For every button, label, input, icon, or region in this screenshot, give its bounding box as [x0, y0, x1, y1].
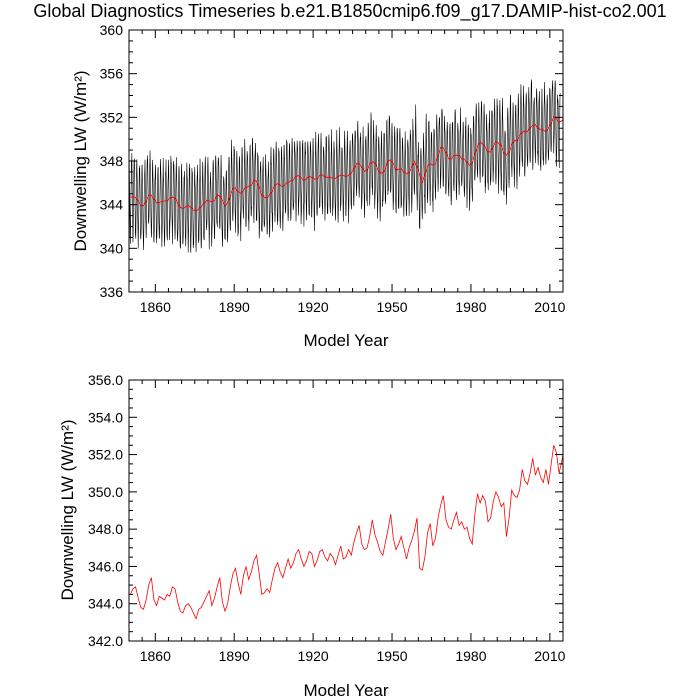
y-tick-label: 352.0 [88, 447, 123, 463]
plot-frame [128, 379, 564, 642]
monthly-series-line [129, 79, 561, 253]
y-tick-label: 352 [100, 109, 124, 125]
top-panel: 1860 1890 1920 1950 1980 2010 336 340 344 348 352 3… [71, 22, 566, 350]
y-tick-label: 344.0 [88, 596, 123, 612]
x-tick-label: 1860 [140, 299, 171, 315]
y-tick-label: 344 [100, 197, 124, 213]
x-tick-label: 1950 [376, 299, 407, 315]
x-tick-label: 1920 [298, 648, 329, 664]
y-axis-label: Downwelling LW (W/m²) [71, 70, 90, 251]
plot-area [129, 445, 563, 620]
annual-series-line [129, 445, 563, 620]
y-axis-label: Downwelling LW (W/m²) [58, 419, 77, 600]
x-tick-label: 1980 [455, 648, 486, 664]
y-tick-label: 356.0 [88, 372, 123, 388]
y-tick-label: 346.0 [88, 558, 123, 574]
x-tick-label: 1890 [219, 648, 250, 664]
y-tick-label: 340 [100, 240, 124, 256]
y-tick-label: 354.0 [88, 409, 123, 425]
y-tick-label: 342.0 [88, 633, 123, 649]
x-tick-label: 1920 [298, 299, 329, 315]
bottom-panel: 1860 1890 1920 1950 1980 2010 342.0 344.0 346.0 3… [58, 372, 566, 700]
chart-title: Global Diagnostics Timeseries b.e21.B185… [33, 1, 666, 22]
x-tick-label: 2010 [534, 648, 565, 664]
annual-mean-series-line [130, 116, 563, 211]
x-tick-label: 1860 [140, 648, 171, 664]
y-tick-label: 348 [100, 153, 124, 169]
y-tick-label: 336 [100, 284, 124, 300]
x-tick-label: 1980 [455, 299, 486, 315]
x-tick-label: 1890 [219, 299, 250, 315]
y-tick-label: 356 [100, 66, 124, 82]
x-axis-label: Model Year [303, 681, 388, 700]
x-tick-label: 2010 [534, 299, 565, 315]
x-axis-label: Model Year [303, 331, 388, 350]
y-tick-label: 360 [100, 22, 124, 38]
y-tick-label: 348.0 [88, 521, 123, 537]
plot-area [129, 79, 563, 253]
y-tick-label: 350.0 [88, 484, 123, 500]
x-tick-label: 1950 [376, 648, 407, 664]
